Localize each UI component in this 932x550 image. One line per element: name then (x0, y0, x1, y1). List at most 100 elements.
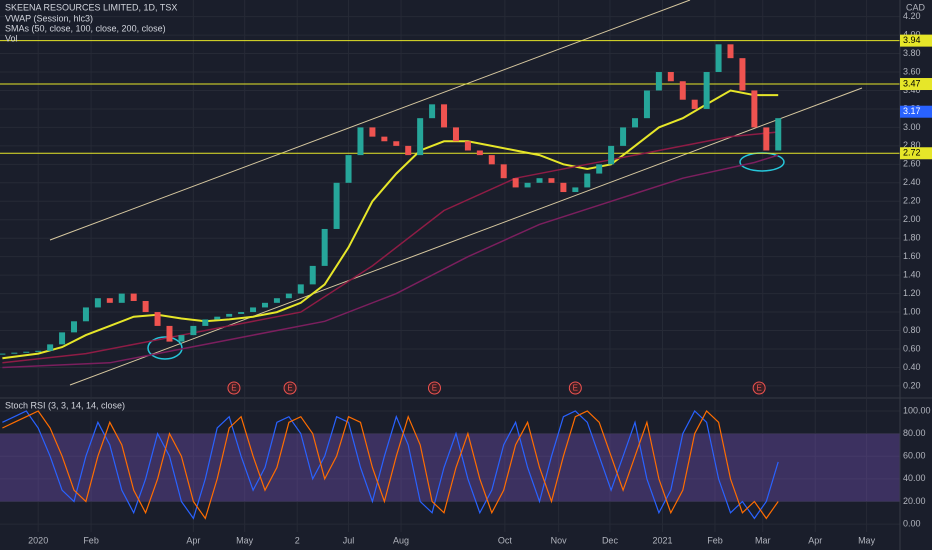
candle (226, 313, 233, 317)
candle (35, 350, 42, 352)
level-label: 3.94 (903, 35, 921, 45)
candle (739, 58, 746, 91)
candle (71, 321, 78, 333)
candle (59, 332, 66, 345)
candle (667, 72, 674, 82)
sma-line (2, 89, 779, 360)
candle (285, 293, 292, 299)
chart-title: SKEENA RESOURCES LIMITED, 1D, TSX (5, 2, 177, 12)
candle (560, 182, 567, 193)
candle (178, 335, 185, 342)
candle (47, 344, 54, 351)
candle (11, 352, 18, 354)
y-tick-label: 4.20 (903, 11, 921, 21)
y-tick-label: 0.80 (903, 325, 921, 335)
event-label: E (287, 384, 292, 393)
y-tick-label: 2.00 (903, 214, 921, 224)
y-tick-label: 1.00 (903, 306, 921, 316)
y-tick-label: 2.40 (903, 177, 921, 187)
y-tick-label: 0.00 (903, 518, 921, 528)
candle (309, 265, 316, 285)
last-price-label: 3.17 (903, 106, 921, 116)
x-tick-label: Mar (755, 535, 771, 545)
event-marker (427, 381, 441, 395)
candle (452, 127, 459, 142)
candle (703, 72, 710, 109)
candle (536, 178, 543, 183)
candle (202, 319, 209, 326)
trend-channel-upper (49, 0, 691, 241)
level-label-box (900, 78, 932, 91)
candle (464, 141, 471, 151)
candle (321, 228, 328, 266)
y-tick-label: 40.00 (903, 473, 926, 483)
candle (632, 118, 639, 128)
sma-line (2, 131, 779, 364)
event-marker (568, 381, 582, 395)
x-tick-label: May (236, 535, 254, 545)
candle (476, 150, 483, 156)
candle (572, 187, 579, 193)
y-tick-label: 100.00 (903, 405, 931, 415)
y-tick-label: 3.00 (903, 122, 921, 132)
candle (417, 118, 424, 156)
event-label: E (231, 384, 236, 393)
candle (584, 173, 591, 188)
event-label: E (756, 384, 761, 393)
candle (82, 307, 89, 322)
candle (655, 72, 662, 91)
x-tick-label: Feb (83, 535, 99, 545)
level-label: 3.47 (903, 78, 921, 88)
candle (500, 164, 507, 179)
stoch-title: Stoch RSI (3, 3, 14, 14, close) (5, 400, 125, 410)
candle (345, 155, 352, 183)
candle (94, 298, 101, 308)
candle (548, 178, 555, 183)
candle (751, 90, 758, 128)
candle (190, 325, 197, 336)
candle (250, 307, 257, 313)
candle (142, 300, 149, 313)
trend-channel-lower (69, 87, 863, 386)
sma-line (2, 154, 779, 369)
highlight-circle (147, 336, 183, 360)
candle (273, 298, 280, 303)
x-tick-label: Aug (393, 535, 409, 545)
y-tick-label: 3.60 (903, 66, 921, 76)
y-tick-label: 0.20 (903, 380, 921, 390)
y-tick-label: 60.00 (903, 451, 926, 461)
event-label: E (432, 384, 437, 393)
last-price-box (900, 105, 932, 118)
level-label-box (900, 34, 932, 47)
x-tick-label: 2 (295, 535, 300, 545)
x-tick-label: 2021 (652, 535, 672, 545)
indicator-label: Vol (5, 33, 18, 43)
candle (106, 298, 113, 303)
grid (0, 0, 900, 532)
event-marker (283, 381, 297, 395)
x-tick-label: Jul (343, 535, 355, 545)
y-tick-label: 0.40 (903, 362, 921, 372)
candle (620, 127, 627, 146)
x-tick-label: May (858, 535, 876, 545)
level-label-box (900, 147, 932, 160)
candle (608, 145, 615, 165)
y-tick-label: 2.20 (903, 196, 921, 206)
stoch-line (2, 410, 779, 520)
event-marker (227, 381, 241, 395)
indicator-label: SMAs (50, close, 100, close, 200, close) (5, 23, 166, 33)
candle (596, 164, 603, 174)
candle (214, 316, 221, 320)
candle (381, 136, 388, 142)
x-tick-label: Nov (551, 535, 568, 545)
level-label: 2.72 (903, 148, 921, 158)
candle (238, 312, 245, 314)
y-tick-label: 1.80 (903, 233, 921, 243)
candle (643, 90, 650, 119)
y-tick-label: 20.00 (903, 496, 926, 506)
candle (261, 302, 268, 308)
y-tick-label: 2.60 (903, 159, 921, 169)
currency-label: CAD (906, 2, 926, 12)
